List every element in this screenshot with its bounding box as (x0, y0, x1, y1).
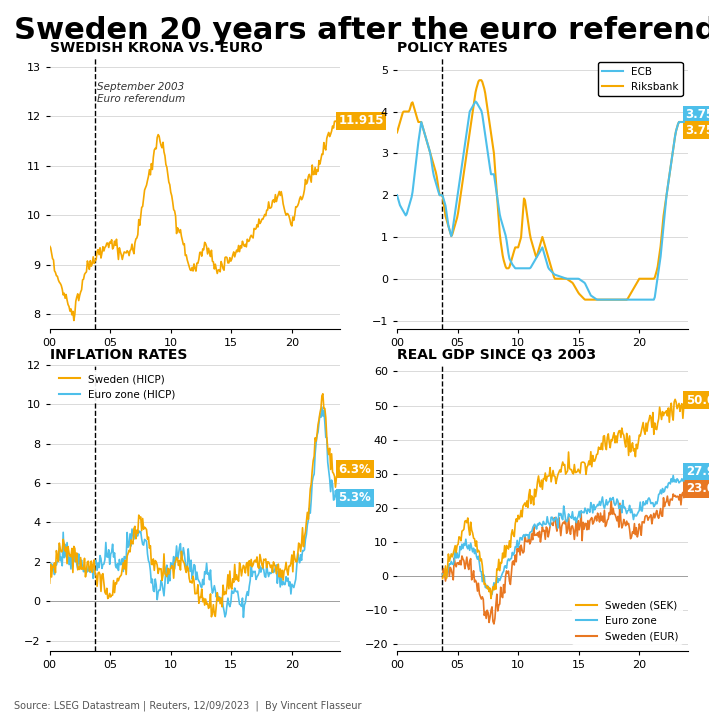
Text: 6.3%: 6.3% (338, 463, 371, 475)
Text: 5.3%: 5.3% (338, 491, 371, 504)
Text: POLICY RATES: POLICY RATES (397, 41, 508, 54)
Text: Source: LSEG Datastream | Reuters, 12/09/2023  |  By Vincent Flasseur: Source: LSEG Datastream | Reuters, 12/09… (14, 701, 362, 711)
Text: 3.75%: 3.75% (686, 109, 709, 122)
Text: REAL GDP SINCE Q3 2003: REAL GDP SINCE Q3 2003 (397, 348, 596, 362)
Text: 3.75%: 3.75% (686, 124, 709, 137)
Text: 11.915: 11.915 (338, 114, 384, 127)
Legend: ECB, Riksbank: ECB, Riksbank (598, 62, 683, 96)
Text: SWEDISH KRONA VS. EURO: SWEDISH KRONA VS. EURO (50, 41, 262, 54)
Legend: Sweden (SEK), Euro zone, Sweden (EUR): Sweden (SEK), Euro zone, Sweden (EUR) (571, 597, 683, 646)
Text: 27.9%: 27.9% (686, 465, 709, 478)
Legend: Sweden (HICP), Euro zone (HICP): Sweden (HICP), Euro zone (HICP) (55, 370, 179, 403)
Text: INFLATION RATES: INFLATION RATES (50, 348, 187, 362)
Text: September 2003
Euro referendum: September 2003 Euro referendum (97, 82, 185, 104)
Text: Sweden 20 years after the euro referendum: Sweden 20 years after the euro referendu… (14, 16, 709, 45)
Text: 23.0%: 23.0% (686, 483, 709, 495)
Text: 50.0%: 50.0% (686, 394, 709, 407)
